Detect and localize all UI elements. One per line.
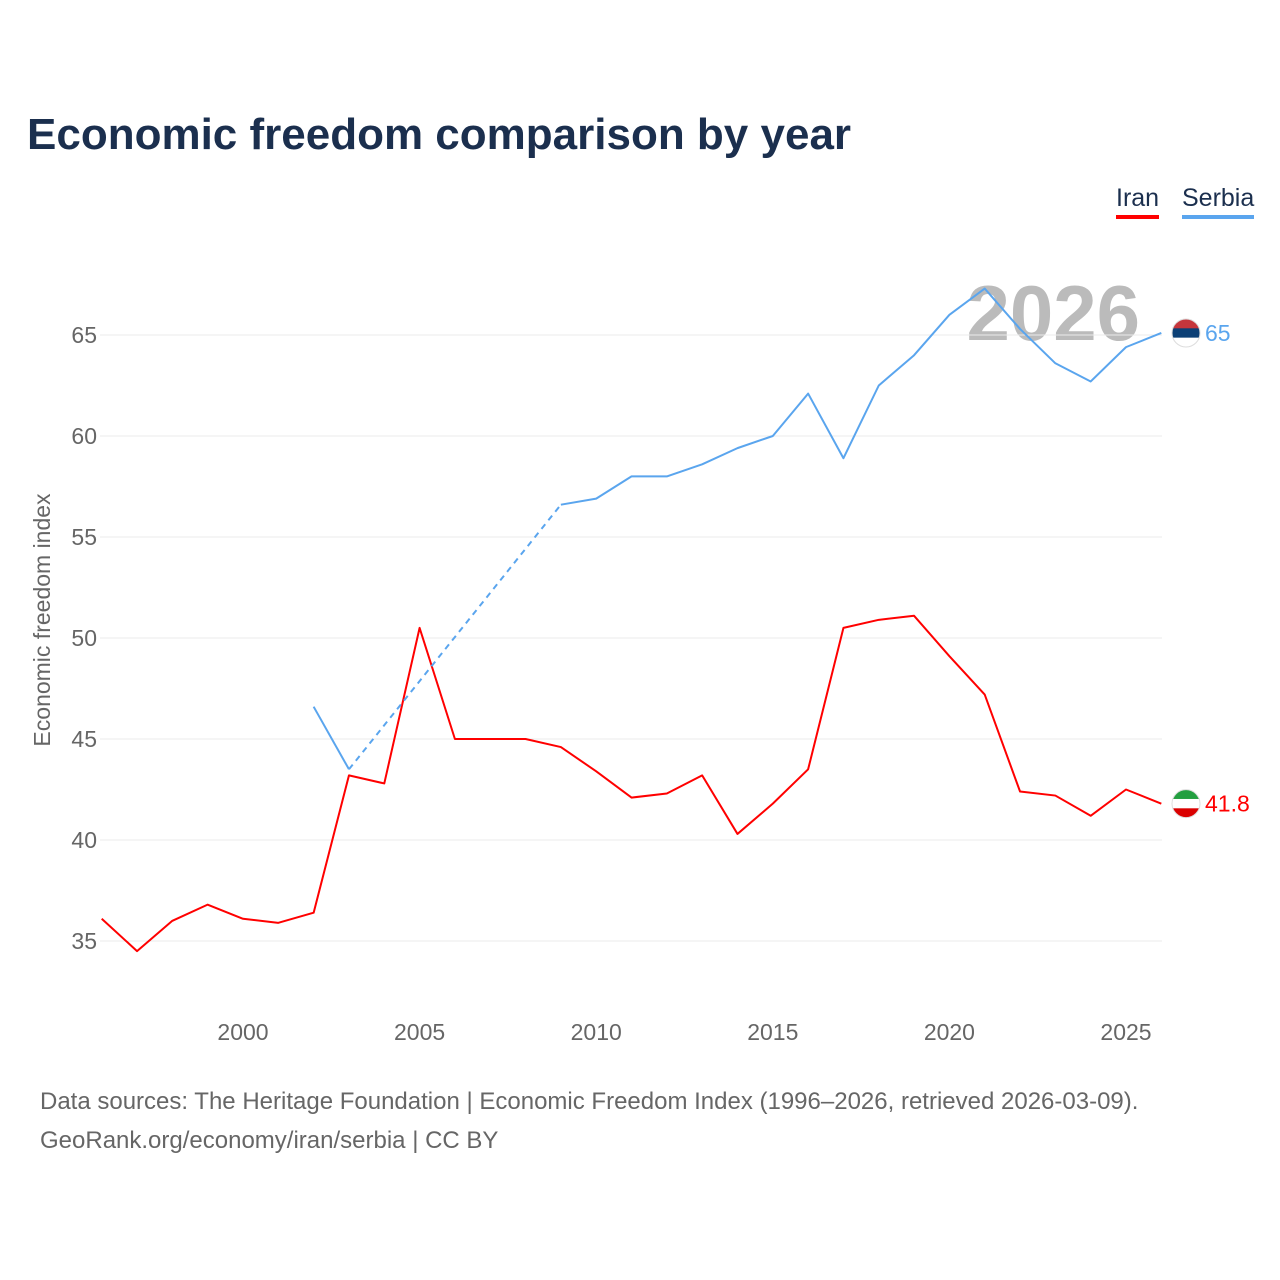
x-tick-label: 2010 bbox=[571, 1019, 622, 1045]
y-tick-label: 60 bbox=[71, 423, 97, 449]
flag-stripe bbox=[1172, 808, 1200, 818]
y-tick-label: 65 bbox=[71, 322, 97, 348]
end-value-label: 65 bbox=[1205, 320, 1231, 346]
gap-interpolation-line bbox=[348, 504, 562, 770]
flag-stripe bbox=[1172, 789, 1200, 800]
source-link[interactable]: GeoRank.org/economy/iran/serbia | CC BY bbox=[40, 1127, 499, 1154]
flag-border bbox=[1171, 789, 1201, 819]
series-line bbox=[101, 614, 1162, 953]
flag-stripe bbox=[1172, 318, 1200, 329]
end-value-label: 41.8 bbox=[1205, 791, 1250, 817]
y-tick-label: 50 bbox=[71, 625, 97, 651]
x-tick-label: 2015 bbox=[747, 1019, 798, 1045]
x-tick-label: 2025 bbox=[1100, 1019, 1151, 1045]
y-tick-label: 55 bbox=[71, 524, 97, 550]
x-tick-label: 2000 bbox=[217, 1019, 268, 1045]
y-tick-label: 35 bbox=[71, 928, 97, 954]
flag-stripe bbox=[1172, 798, 1200, 809]
legend-item-iran[interactable]: Iran bbox=[1116, 184, 1160, 219]
y-axis-label: Economic freedom index bbox=[29, 493, 55, 747]
serbia-flag-icon bbox=[1171, 318, 1201, 348]
x-tick-label: 2005 bbox=[394, 1019, 445, 1045]
source-note: Data sources: The Heritage Foundation | … bbox=[40, 1088, 1139, 1115]
series-serbia: 65 bbox=[312, 287, 1231, 770]
flag-stripe bbox=[1172, 337, 1200, 347]
series-iran: 41.8 bbox=[101, 614, 1250, 953]
series-line bbox=[560, 287, 1162, 506]
legend-item-serbia[interactable]: Serbia bbox=[1182, 184, 1255, 219]
x-tick-label: 2020 bbox=[924, 1019, 975, 1045]
chart-title: Economic freedom comparison by year bbox=[27, 110, 852, 159]
y-tick-label: 45 bbox=[71, 726, 97, 752]
flag-border bbox=[1171, 318, 1201, 348]
series-line bbox=[312, 706, 350, 770]
iran-flag-icon bbox=[1171, 789, 1201, 819]
year-watermark: 2026 bbox=[966, 269, 1140, 357]
flag-stripe bbox=[1172, 328, 1200, 339]
y-tick-label: 40 bbox=[71, 827, 97, 853]
